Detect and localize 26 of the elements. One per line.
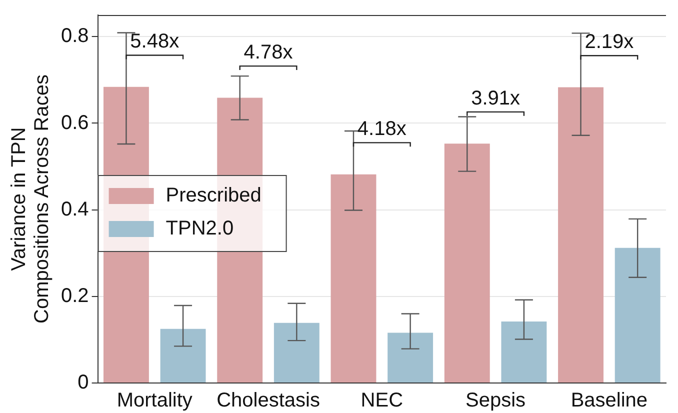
x-tick-label: Mortality (116, 390, 192, 412)
annotation: 2.19x (584, 31, 634, 54)
annotation: 4.78x (244, 42, 293, 64)
bar (160, 328, 206, 382)
x-tick-label: NEC (360, 390, 404, 412)
bar (501, 322, 547, 382)
legend-label: Prescribed (166, 184, 262, 207)
y-tick-label: 0.8 (60, 25, 89, 48)
y-tick-label: 0.6 (60, 112, 89, 134)
bar (388, 332, 434, 382)
bar (614, 248, 660, 382)
y-tick-label: 0.4 (60, 198, 89, 220)
bar (558, 87, 604, 382)
bar (330, 174, 376, 382)
bar (444, 144, 490, 382)
legend-label: TPN2.0 (166, 218, 234, 240)
y-tick-label: 0.2 (60, 284, 89, 307)
annotation: 4.18x (357, 118, 406, 140)
annotation: 3.91x (471, 87, 520, 110)
y-tick-label: 0 (78, 372, 89, 394)
x-tick-label: Cholestasis (216, 390, 320, 412)
y-axis-title: Variance in TPN Compositions Across Races (8, 74, 54, 324)
x-tick-label: Sepsis (466, 390, 526, 412)
annotation: 5.48x (130, 30, 180, 53)
x-tick-label: Baseline (570, 390, 648, 412)
bar (274, 322, 320, 382)
